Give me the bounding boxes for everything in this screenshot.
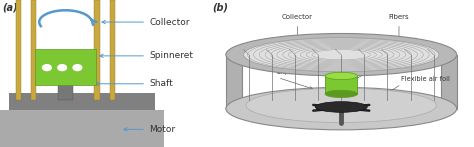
Bar <box>9 93 155 110</box>
Ellipse shape <box>325 90 357 98</box>
Ellipse shape <box>226 34 456 76</box>
Circle shape <box>58 65 66 71</box>
Bar <box>35 49 96 85</box>
Bar <box>94 0 100 100</box>
Text: (b): (b) <box>212 2 228 12</box>
Text: Spinneret: Spinneret <box>376 59 408 65</box>
Text: Motor: Motor <box>149 125 175 134</box>
Circle shape <box>43 65 51 71</box>
Text: (a): (a) <box>2 3 18 13</box>
Bar <box>58 85 73 100</box>
FancyBboxPatch shape <box>440 55 456 109</box>
FancyBboxPatch shape <box>226 55 242 109</box>
Text: Fibers: Fibers <box>389 14 409 20</box>
Bar <box>325 76 357 94</box>
Ellipse shape <box>226 87 456 130</box>
Bar <box>109 0 115 100</box>
Text: Flexible air foil: Flexible air foil <box>401 76 450 82</box>
Ellipse shape <box>244 38 439 72</box>
Text: Collector: Collector <box>149 17 190 27</box>
Text: Spinneret: Spinneret <box>149 51 193 60</box>
Text: Collector: Collector <box>282 14 313 20</box>
Ellipse shape <box>246 88 437 122</box>
Bar <box>31 0 36 100</box>
Ellipse shape <box>315 102 367 112</box>
Bar <box>0 110 164 147</box>
Bar <box>16 0 21 100</box>
Circle shape <box>73 65 82 71</box>
Text: Shaft: Shaft <box>149 79 173 88</box>
Ellipse shape <box>325 72 357 80</box>
Text: Liquid jet: Liquid jet <box>277 69 308 75</box>
